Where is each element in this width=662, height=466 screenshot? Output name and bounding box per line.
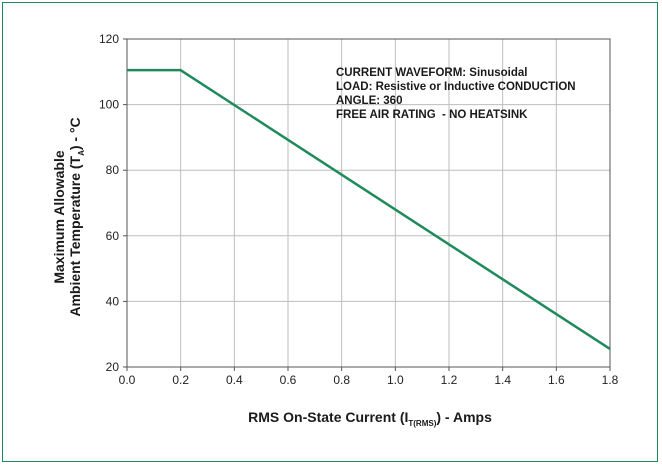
x-tick-label: 0.2	[172, 373, 189, 387]
series-line	[127, 68, 611, 351]
y-tick-label: 80	[106, 163, 120, 177]
y-axis-title-line-2-tail: ) - °C	[67, 117, 83, 150]
plot-area	[126, 38, 611, 368]
x-axis-title-main: RMS On-State Current (I	[248, 409, 408, 425]
x-axis-title-sub: T(RMS)	[408, 419, 436, 428]
x-tick-label: 1.6	[548, 373, 565, 387]
y-tick-label: 60	[106, 229, 120, 243]
x-tick-label: 1.4	[494, 373, 511, 387]
annotation-line-2: LOAD: Resistive or Inductive CONDUCTION	[336, 81, 576, 93]
ticks: 0.0 0.2 0.4 0.6 0.8 1.0 1.2 1.4 1.6 1.8 20 40 60 80 10…	[99, 32, 619, 387]
x-tick-label: 1.0	[387, 373, 404, 387]
annotation-line-1: CURRENT WAVEFORM: Sinusoidal	[336, 67, 527, 79]
y-axis-title-line-2: Ambient Temperature (TA) - °C	[67, 117, 86, 316]
x-tick-label: 0.8	[333, 373, 350, 387]
x-tick-label: 0.4	[226, 373, 243, 387]
x-tick-label: 1.2	[441, 373, 458, 387]
x-tick-label: 0.0	[119, 373, 136, 387]
x-axis-title: RMS On-State Current (IT(RMS)) - Amps	[248, 409, 492, 428]
x-tick-label: 1.8	[602, 373, 619, 387]
series	[127, 68, 611, 351]
grid	[127, 39, 610, 367]
y-tick-label: 120	[99, 32, 119, 46]
y-axis-title-line-1: Maximum Allowable	[51, 150, 67, 284]
x-axis-title-tail: ) - Amps	[436, 409, 492, 425]
annotation-block: CURRENT WAVEFORM: Sinusoidal LOAD: Resis…	[336, 67, 576, 121]
chart-frame	[2, 2, 658, 462]
y-axis-title-line-2-main: Ambient Temperature (T	[67, 155, 83, 316]
y-axis-title-line-2-sub: A	[77, 150, 86, 156]
y-tick-label: 40	[106, 294, 120, 308]
annotation-line-3: ANGLE: 360	[336, 95, 402, 107]
x-tick-label: 0.6	[280, 373, 297, 387]
y-tick-label: 20	[106, 360, 120, 374]
y-axis-title: Maximum Allowable Ambient Temperature (T…	[51, 117, 86, 316]
annotation-line-4: FREE AIR RATING - NO HEATSINK	[336, 109, 528, 121]
y-tick-label: 100	[99, 98, 119, 112]
